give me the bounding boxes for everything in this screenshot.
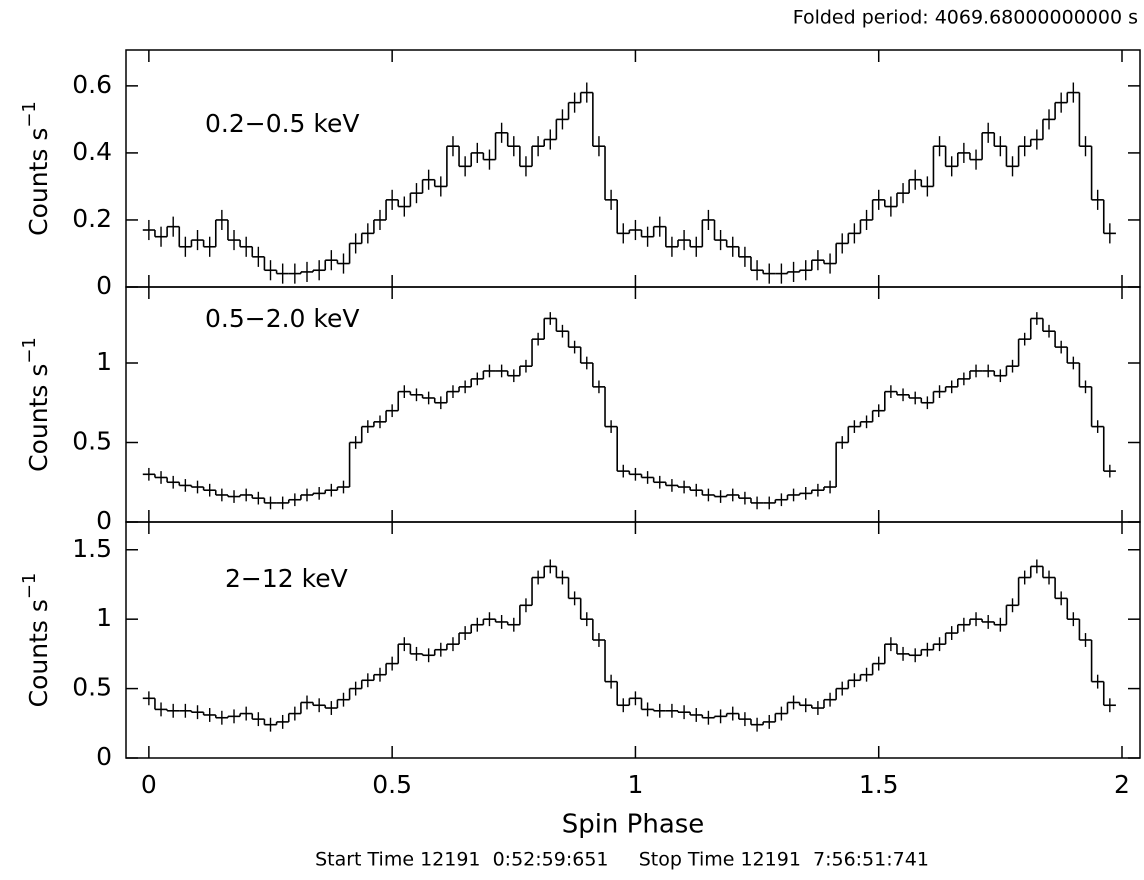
y-tick-label: 0 [96,271,112,300]
x-tick-label: 2 [1114,770,1130,799]
plot-frame [125,521,1141,759]
y-tick-label: 0.5 [72,673,112,702]
y-tick-label: 0.6 [72,70,112,99]
header: Folded period: 4069.68000000000 s [793,7,1138,29]
x-tick-label: 0.5 [372,770,412,799]
energy-band-label: 0.5−2.0 keV [205,304,359,333]
y-axis-label-exponent: −1 [19,101,40,128]
y-axis-label: Counts s−1 [19,337,53,472]
y-axis-label-text: Counts s [24,599,53,707]
plot-frame [125,49,1141,288]
y-tick-label: 0.2 [72,204,112,233]
energy-band-label: 0.2−0.5 keV [205,109,359,138]
y-tick-label: 0 [96,506,112,535]
y-tick-label: 0.4 [72,137,112,166]
y-axis-label-text: Counts s [24,128,53,236]
x-tick-label: 0 [141,770,157,799]
x-tick-label: 1 [627,770,643,799]
y-tick-label: 1 [96,603,112,632]
y-tick-label: 0 [96,742,112,771]
y-axis-label: Counts s−1 [19,573,53,708]
x-tick-label: 1.5 [859,770,899,799]
y-axis-label: Counts s−1 [19,101,53,236]
energy-band-label: 2−12 keV [225,564,348,593]
y-tick-label: 1.5 [72,534,112,563]
x-axis-label: Spin Phase [562,810,705,840]
y-tick-label: 1 [96,347,112,376]
footer: Start Time 12191 0:52:59:651 Stop Time 1… [315,849,929,871]
y-tick-label: 0.5 [72,427,112,456]
y-axis-label-exponent: −1 [19,573,40,600]
y-axis-label-text: Counts s [24,364,53,472]
y-axis-label-exponent: −1 [19,337,40,364]
